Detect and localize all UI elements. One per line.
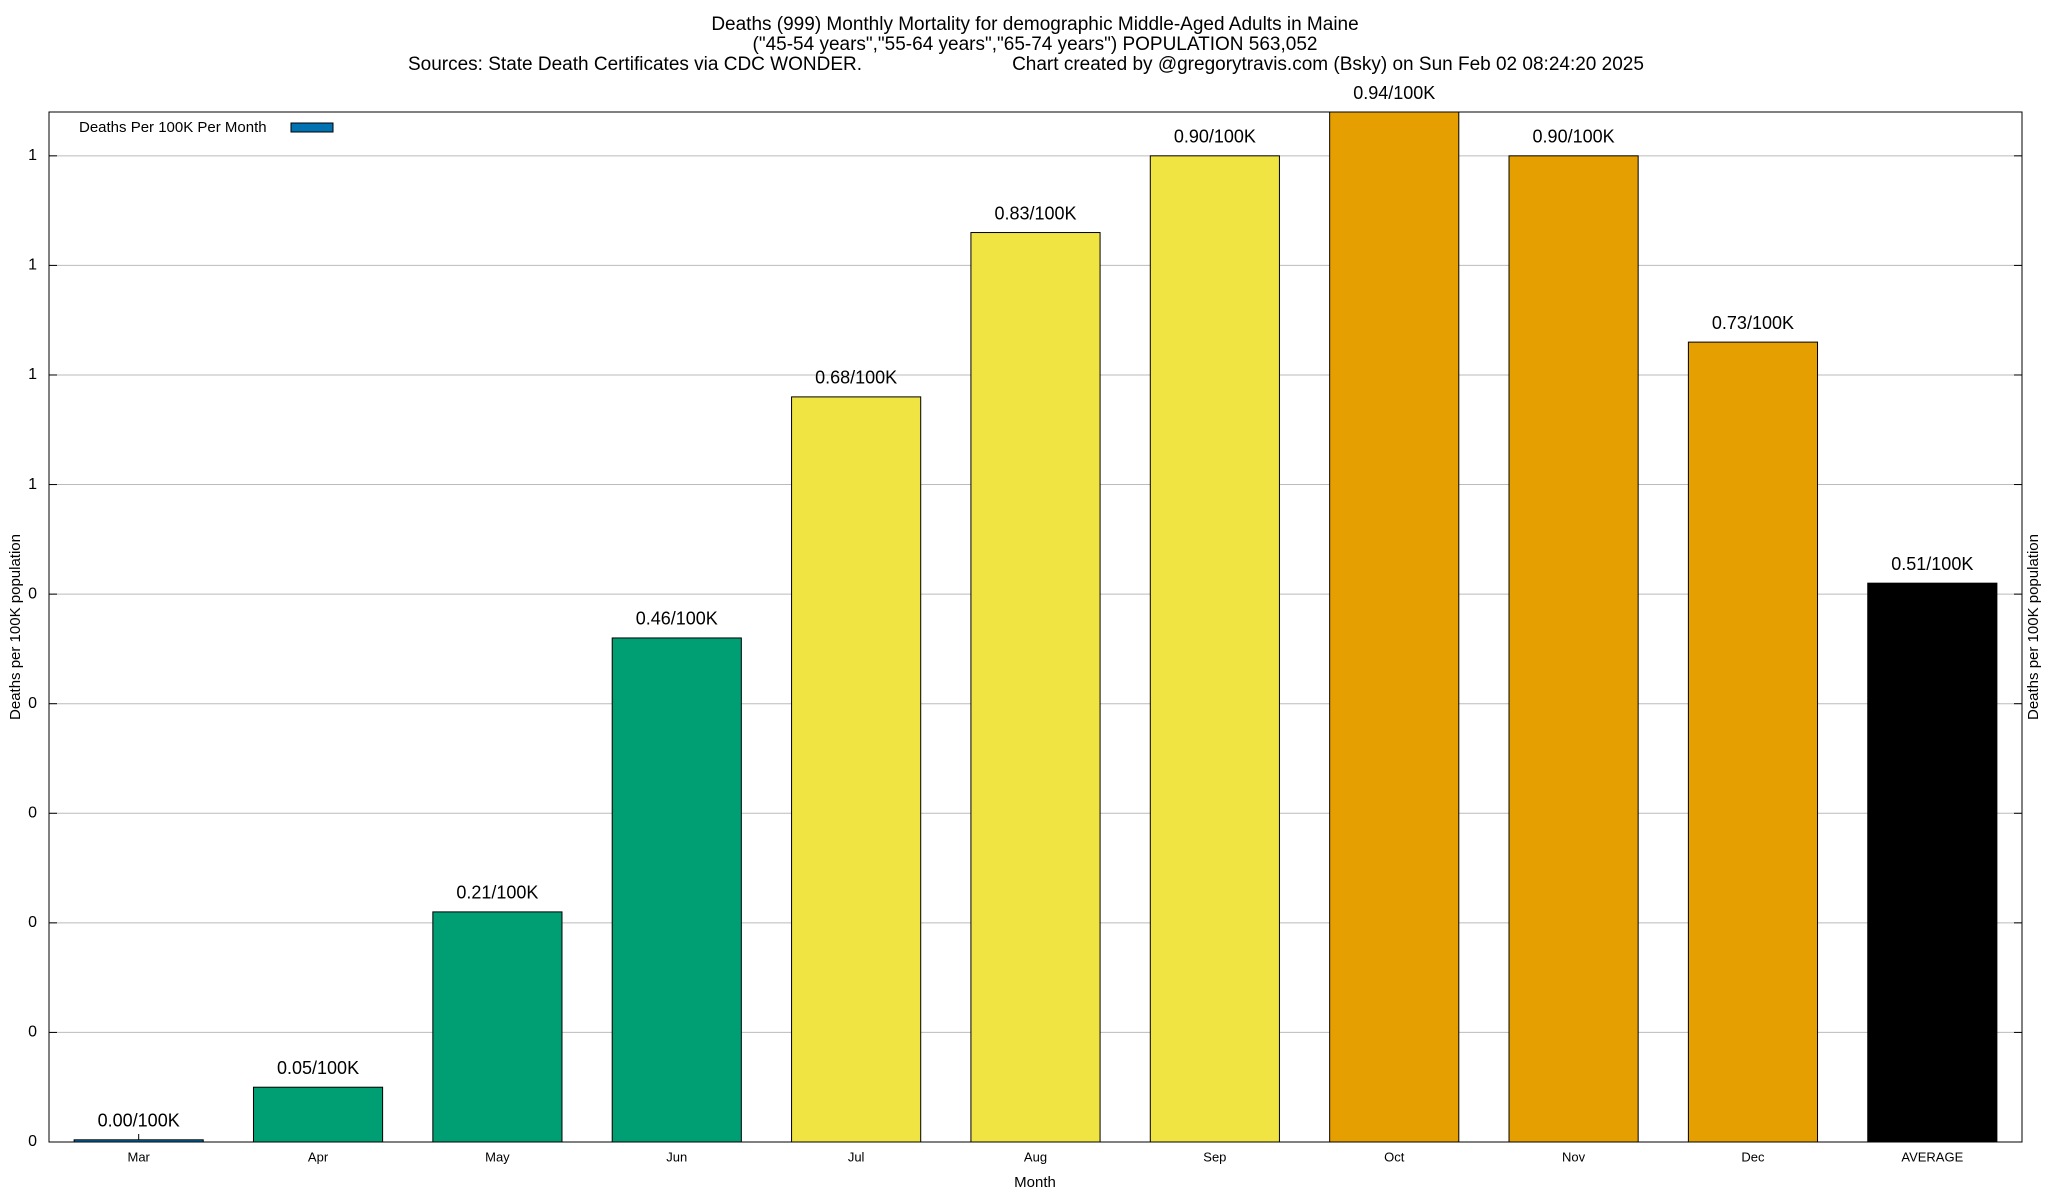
bar (611, 637, 742, 1143)
x-axis-label: Month (1014, 1174, 1056, 1191)
value-label: 0.46/100K (636, 609, 718, 629)
value-label: 0.73/100K (1712, 313, 1794, 333)
bar (432, 911, 563, 1143)
y-tick-label: 0 (28, 1024, 37, 1041)
value-label: 0.00/100K (98, 1111, 180, 1131)
value-label: 0.68/100K (815, 368, 897, 388)
y-tick-label: 0 (28, 804, 37, 821)
x-tick-label: Dec (1741, 1149, 1765, 1164)
bar (1329, 111, 1460, 1143)
bar (1867, 582, 1998, 1143)
legend-label: Deaths Per 100K Per Month (79, 119, 267, 136)
x-tick-label: Mar (127, 1149, 150, 1164)
y-tick-label: 0 (28, 914, 37, 931)
y-tick-label: 1 (28, 476, 37, 493)
y-tick-label: 1 (28, 257, 37, 274)
x-tick-label: Aug (1024, 1149, 1047, 1164)
value-label: 0.90/100K (1174, 127, 1256, 147)
bar (970, 232, 1101, 1143)
y-tick-label: 0 (28, 695, 37, 712)
bar (1687, 341, 1819, 1143)
x-tick-label: Jul (848, 1149, 865, 1164)
x-tick-label: Nov (1562, 1149, 1586, 1164)
chart-sources: Sources: State Death Certificates via CD… (408, 54, 862, 75)
chart-credit: Chart created by @gregorytravis.com (Bsk… (1012, 54, 1644, 75)
x-tick-label: Apr (308, 1149, 329, 1164)
value-label: 0.51/100K (1891, 554, 1973, 574)
y-tick-label: 1 (28, 366, 37, 383)
y-tick-label: 0 (28, 1133, 37, 1150)
y2-axis-label: Deaths per 100K population (2025, 534, 2042, 720)
y-tick-label: 1 (28, 147, 37, 164)
chart-title: Deaths (999) Monthly Mortality for demog… (711, 14, 1358, 35)
bar (1508, 155, 1639, 1143)
bar (252, 1086, 384, 1143)
bar (1149, 155, 1280, 1143)
bar (791, 396, 922, 1143)
value-label: 0.21/100K (456, 883, 538, 903)
value-label: 0.83/100K (994, 203, 1076, 223)
y-tick-label: 0 (28, 585, 37, 602)
x-tick-label: Oct (1384, 1149, 1405, 1164)
x-tick-label: Sep (1203, 1149, 1226, 1164)
x-tick-label: AVERAGE (1901, 1149, 1963, 1164)
legend-swatch (290, 122, 334, 133)
value-label: 0.05/100K (277, 1058, 359, 1078)
x-tick-label: Jun (666, 1149, 687, 1164)
x-tick-label: May (485, 1149, 510, 1164)
value-label: 0.94/100K (1353, 83, 1435, 103)
chart-subtitle: ("45-54 years","55-64 years","65-74 year… (753, 34, 1318, 55)
bar (73, 1139, 204, 1143)
value-label: 0.90/100K (1533, 127, 1615, 147)
y-axis-label: Deaths per 100K population (7, 534, 24, 720)
